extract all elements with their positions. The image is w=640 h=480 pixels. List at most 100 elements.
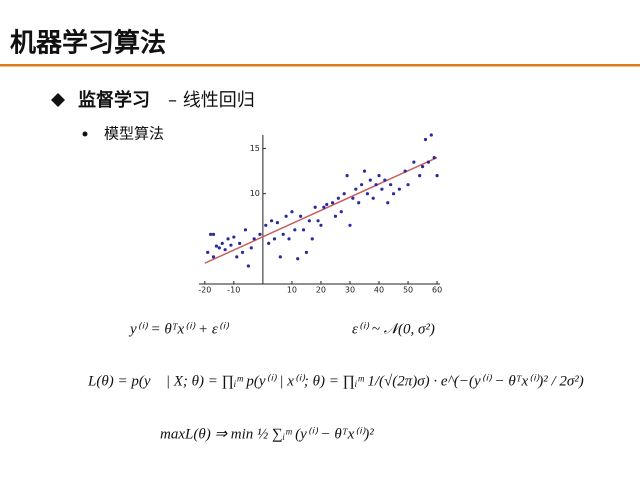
data-point xyxy=(342,192,346,196)
data-point xyxy=(386,201,390,205)
data-point xyxy=(264,223,268,227)
data-point xyxy=(322,205,326,209)
bullet-text: 模型算法 xyxy=(104,125,164,143)
fit-line xyxy=(204,156,438,264)
data-point xyxy=(319,223,323,227)
data-point xyxy=(313,205,317,209)
data-point xyxy=(348,223,352,227)
data-point xyxy=(220,241,224,245)
y-tick-label: 15 xyxy=(250,144,260,153)
data-point xyxy=(226,237,230,241)
data-point xyxy=(406,183,410,187)
data-point xyxy=(435,174,439,178)
data-point xyxy=(339,210,343,214)
data-point xyxy=(336,196,340,200)
data-point xyxy=(293,228,297,232)
data-point xyxy=(269,219,274,223)
data-point xyxy=(316,219,320,223)
data-point xyxy=(275,220,279,225)
formula-objective: maxL(θ) ⇒ min ½ ∑ᵢᵐ (y⁽ⁱ⁾ − θᵀx⁽ⁱ⁾)² xyxy=(160,426,374,442)
data-point xyxy=(258,232,262,236)
data-point xyxy=(296,257,300,261)
x-tick-label: 60 xyxy=(432,286,442,295)
data-point xyxy=(299,214,303,218)
x-tick-label: 50 xyxy=(403,286,413,295)
data-point xyxy=(368,178,372,182)
formula-noise: ε⁽ⁱ⁾ ~ 𝒩(0, σ²) xyxy=(352,321,435,337)
data-point xyxy=(235,255,239,259)
y-tick-label: 10 xyxy=(250,189,260,198)
data-point xyxy=(391,192,396,196)
data-point xyxy=(217,246,221,250)
data-point xyxy=(310,237,314,241)
data-point xyxy=(206,250,210,254)
data-point xyxy=(429,133,433,137)
data-point xyxy=(301,228,306,232)
data-point xyxy=(432,155,436,160)
data-point xyxy=(403,169,407,173)
data-point xyxy=(380,187,384,191)
data-point xyxy=(397,187,401,191)
title-rule-light xyxy=(0,66,640,67)
data-point xyxy=(281,232,285,236)
data-point xyxy=(238,241,242,245)
diamond-bullet xyxy=(51,93,65,107)
data-point xyxy=(267,241,271,245)
data-point xyxy=(232,235,236,239)
data-point xyxy=(284,214,288,218)
data-point xyxy=(214,244,219,248)
x-tick-label: 20 xyxy=(316,286,326,295)
data-point xyxy=(360,183,364,187)
dot-bullet xyxy=(82,131,88,137)
data-point xyxy=(374,183,378,187)
data-point xyxy=(365,192,370,196)
formula-model: y⁽ⁱ⁾ = θᵀx⁽ⁱ⁾ + ε⁽ⁱ⁾ xyxy=(128,321,229,337)
data-point xyxy=(357,201,361,205)
data-point xyxy=(223,248,227,252)
data-point xyxy=(423,137,428,142)
data-point xyxy=(418,174,422,178)
data-point xyxy=(287,237,291,241)
data-point xyxy=(426,160,430,164)
data-point xyxy=(412,160,416,164)
data-point xyxy=(249,246,253,250)
data-point xyxy=(333,214,338,218)
x-tick-label: -10 xyxy=(227,286,240,295)
title-rule xyxy=(0,64,640,66)
data-point xyxy=(252,237,256,241)
data-point xyxy=(272,237,277,241)
data-point xyxy=(246,264,250,268)
section-subtitle: – 线性回归 xyxy=(168,90,255,111)
data-point xyxy=(377,174,381,178)
data-point xyxy=(307,219,311,223)
data-point xyxy=(345,174,349,178)
data-point xyxy=(354,187,358,191)
data-point xyxy=(211,232,216,236)
scatter-chart: -20 -10 10 20 30 40 50 60 10 15 xyxy=(198,133,442,295)
data-point xyxy=(243,228,248,232)
x-tick-label: 30 xyxy=(345,286,355,295)
data-point xyxy=(211,255,216,259)
data-point xyxy=(330,201,335,205)
data-point xyxy=(229,243,233,247)
data-point xyxy=(420,165,425,169)
x-tick-label: 40 xyxy=(374,286,384,295)
data-point xyxy=(325,202,329,207)
slide-title: 机器学习算法 xyxy=(10,28,166,59)
data-point xyxy=(304,250,309,254)
data-point xyxy=(290,210,294,214)
data-point xyxy=(351,196,355,200)
data-point xyxy=(209,232,213,236)
data-point xyxy=(383,178,387,182)
data-point xyxy=(278,255,282,259)
data-point xyxy=(371,196,375,200)
data-point xyxy=(389,183,393,187)
section-title: 监督学习 xyxy=(78,89,150,111)
x-tick-label: -20 xyxy=(198,286,211,295)
formula-likelihood: L(θ) = p(y⃗ | X; θ) = ∏ᵢᵐ p(y⁽ⁱ⁾ | x⁽ⁱ⁾;… xyxy=(87,373,584,389)
data-point xyxy=(240,250,245,254)
data-point xyxy=(362,169,367,173)
x-tick-label: 10 xyxy=(287,286,297,295)
